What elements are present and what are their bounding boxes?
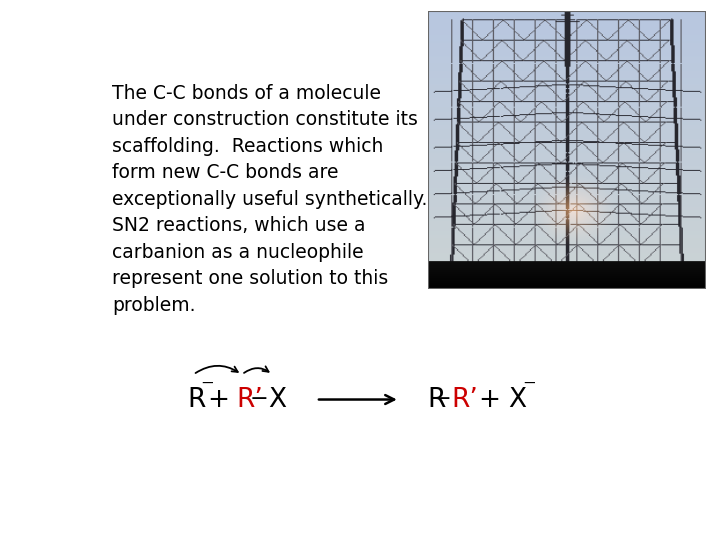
Text: R’: R’ <box>236 387 263 413</box>
Text: R: R <box>188 387 206 413</box>
Text: R’: R’ <box>451 387 479 413</box>
Text: The C-C bonds of a molecule
under construction constitute its
scaffolding.  Reac: The C-C bonds of a molecule under constr… <box>112 84 428 314</box>
Text: −: − <box>523 376 536 391</box>
Text: −: − <box>200 376 214 391</box>
Bar <box>428 11 706 289</box>
Text: −: − <box>250 389 269 409</box>
Text: R: R <box>428 387 446 413</box>
Text: −: − <box>432 389 451 409</box>
Text: +: + <box>207 387 230 413</box>
Text: X: X <box>508 387 526 413</box>
Text: +: + <box>478 387 500 413</box>
Text: X: X <box>269 387 287 413</box>
